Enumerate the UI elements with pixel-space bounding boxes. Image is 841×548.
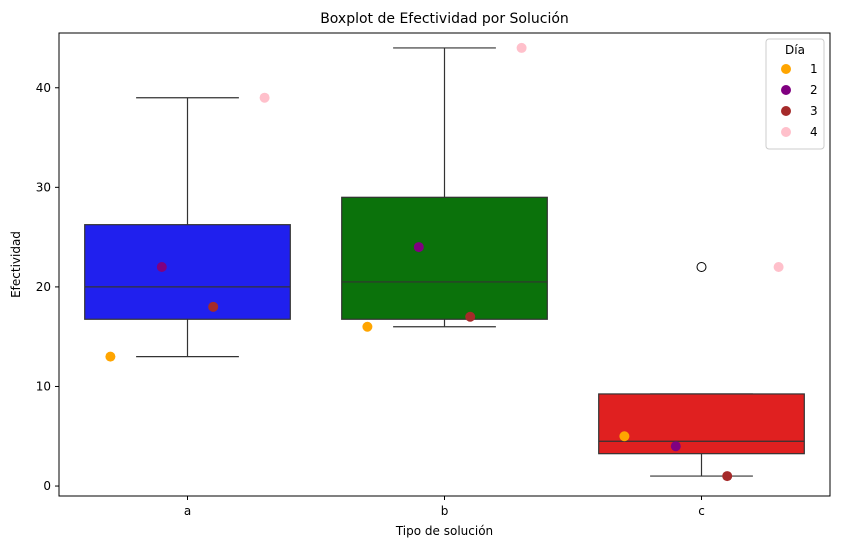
data-point	[259, 92, 270, 103]
y-axis-label: Efectividad	[9, 231, 23, 298]
data-point	[208, 301, 219, 312]
data-point	[156, 261, 167, 272]
plot-frame	[58, 32, 831, 497]
outlier-point	[696, 261, 707, 272]
data-point	[105, 351, 116, 362]
plot-area: 0 10 20 30 40 a b c	[36, 42, 805, 518]
data-point	[516, 42, 527, 53]
data-point	[722, 471, 733, 482]
legend-box	[765, 38, 825, 150]
box-b	[341, 196, 548, 320]
data-point	[773, 261, 784, 272]
legend-title: Día	[785, 43, 805, 57]
y-tick-label: 30	[36, 180, 51, 194]
y-tick-label: 10	[36, 379, 51, 393]
x-tick-label: c	[698, 504, 705, 518]
box-a	[84, 224, 291, 320]
legend-label: 3	[810, 104, 818, 118]
data-point	[465, 311, 476, 322]
y-tick-label: 40	[36, 81, 51, 95]
x-tick-label: a	[184, 504, 191, 518]
data-point	[362, 321, 373, 332]
legend-label: 4	[810, 125, 818, 139]
x-tick-label: b	[441, 504, 449, 518]
y-tick-label: 20	[36, 280, 51, 294]
x-axis-label: Tipo de solución	[395, 524, 493, 538]
box-c	[598, 393, 805, 455]
data-point	[670, 441, 681, 452]
data-point	[619, 431, 630, 442]
chart-title: Boxplot de Efectividad por Solución	[320, 11, 569, 27]
data-point	[413, 242, 424, 253]
legend-label: 2	[810, 83, 818, 97]
legend-marker	[781, 64, 791, 74]
legend: Día 1 2 3 4	[765, 38, 825, 150]
legend-marker	[781, 106, 791, 116]
legend-marker	[781, 127, 791, 137]
y-tick-label: 0	[43, 479, 51, 493]
legend-label: 1	[810, 62, 818, 76]
legend-marker	[781, 85, 791, 95]
